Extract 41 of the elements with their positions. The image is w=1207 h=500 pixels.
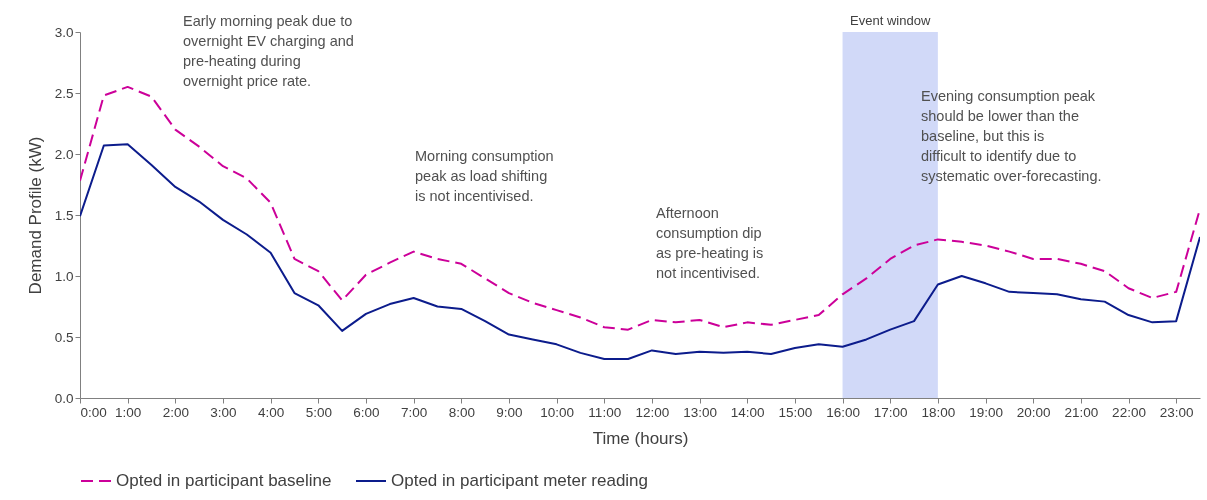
annotation: Early morning peak due to overnight EV charging and pre-heating during overnight price rate.	[183, 13, 354, 89]
x-tick-label: 5:00	[305, 404, 332, 420]
y-tick-label: 2.5	[54, 85, 74, 101]
x-tick-label: 13:00	[683, 404, 717, 420]
x-tick-label: 22:00	[1112, 404, 1146, 420]
y-tick-label: 1.0	[54, 268, 74, 284]
y-tick-label: 0.0	[54, 390, 74, 406]
annotation: Morning consumption peak as load shifting is not incentivised.	[415, 148, 554, 204]
x-tick-label: 11:00	[588, 404, 622, 420]
x-tick-label: 3:00	[210, 404, 237, 420]
x-tick-label: 8:00	[448, 404, 475, 420]
x-tick-label: 21:00	[1064, 404, 1099, 420]
band-label: Event window	[850, 13, 931, 28]
x-tick-label: 20:00	[1016, 404, 1051, 420]
x-tick-label: 10:00	[540, 404, 574, 420]
x-tick-label: 6:00	[353, 404, 380, 420]
x-tick-label: 12:00	[635, 404, 670, 420]
x-tick-label: 4:00	[258, 404, 285, 420]
x-tick-label: 1:00	[115, 404, 142, 420]
x-tick-label: 9:00	[496, 404, 523, 420]
line-series	[80, 143, 1200, 360]
x-tick-label: 14:00	[730, 404, 765, 420]
y-tick-label: 1.5	[54, 207, 74, 223]
y-tick-label: 0.5	[54, 329, 74, 345]
y-axis-title: Demand Profile (kW)	[25, 136, 45, 295]
x-tick-label: 2:00	[162, 404, 189, 420]
x-tick-label: 16:00	[826, 404, 860, 420]
x-tick-label: 17:00	[873, 404, 908, 420]
x-tick-label: 23:00	[1159, 404, 1194, 420]
x-tick-label: 7:00	[400, 404, 428, 420]
x-axis-title: Time (hours)	[592, 429, 689, 448]
legend-label: Opted in participant meter reading	[391, 471, 649, 490]
legend-label: Opted in participant baseline	[116, 471, 332, 490]
x-tick-label: 19:00	[969, 404, 1003, 420]
annotation: Afternoon consumption dip as pre-heating is not incentivised.	[656, 205, 764, 281]
x-tick-label: 0:00	[80, 404, 107, 420]
y-tick-label: 2.0	[54, 146, 74, 162]
y-tick-label: 3.0	[54, 24, 74, 40]
x-tick-label: 18:00	[921, 404, 956, 420]
annotation: Evening consumption peak should be lower than the baseline, but this is difficult to identify due to systematic over-forecasting.	[921, 88, 1102, 184]
x-tick-label: 15:00	[778, 404, 813, 420]
